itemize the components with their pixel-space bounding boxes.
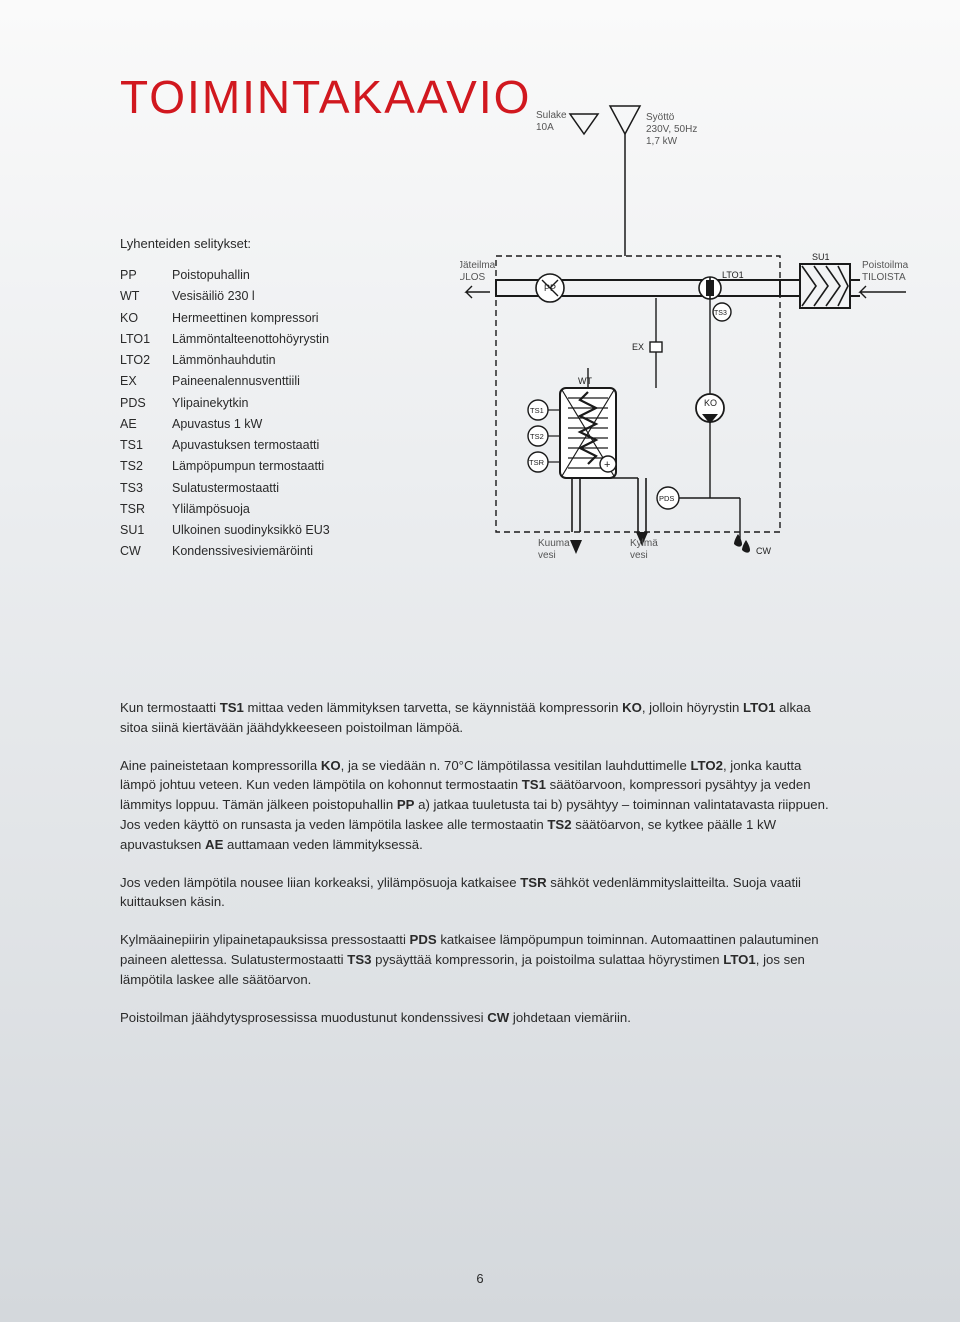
legend-code: CW [120, 541, 172, 562]
svg-text:TILOISTA: TILOISTA [862, 272, 906, 283]
paragraph-5: Poistoilman jäähdytysprosessissa muodust… [120, 1008, 840, 1028]
svg-text:Sulake: Sulake [536, 110, 567, 121]
legend-code: SU1 [120, 520, 172, 541]
legend-row: PDSYlipainekytkin [120, 393, 460, 414]
svg-text:TS1: TS1 [530, 406, 544, 415]
legend-desc: Kondenssivesiviemäröinti [172, 541, 313, 562]
legend-row: PPPoistopuhallin [120, 265, 460, 286]
legend-row: LTO2Lämmönhauhdutin [120, 350, 460, 371]
svg-text:Kylmä: Kylmä [630, 538, 658, 549]
legend-desc: Lämmöntalteenottohöyrystin [172, 329, 329, 350]
paragraph-4: Kylmäainepiirin ylipainetapauksissa pres… [120, 930, 840, 989]
svg-text:EX: EX [632, 342, 644, 352]
diagram: Sulake 10A Syöttö 230V, 50Hz 1,7 kW Jäte… [490, 148, 840, 588]
svg-text:230V, 50Hz: 230V, 50Hz [646, 124, 697, 135]
paragraph-2: Aine paineistetaan kompressorilla KO, ja… [120, 756, 840, 855]
legend-desc: Poistopuhallin [172, 265, 250, 286]
legend-code: AE [120, 414, 172, 435]
legend-code: TSR [120, 499, 172, 520]
paragraph-3: Jos veden lämpötila nousee liian korkeak… [120, 873, 840, 913]
legend-code: TS3 [120, 478, 172, 499]
air-out-arrow [466, 286, 490, 298]
legend-row: LTO1Lämmöntalteenottohöyrystin [120, 329, 460, 350]
legend-row: KOHermeettinen kompressori [120, 308, 460, 329]
svg-text:Poistoilma: Poistoilma [862, 260, 909, 271]
svg-text:Kuuma: Kuuma [538, 538, 570, 549]
legend-desc: Lämmönhauhdutin [172, 350, 276, 371]
svg-text:KO: KO [704, 398, 717, 408]
svg-text:LTO1: LTO1 [722, 270, 744, 280]
pp-fan: PP [536, 274, 564, 302]
air-in-arrow [860, 286, 906, 298]
legend-desc: Ylilämpösuoja [172, 499, 250, 520]
legend-row: TS1Apuvastuksen termostaatti [120, 435, 460, 456]
legend-code: LTO2 [120, 350, 172, 371]
legend-row: TS2Lämpöpumpun termostaatti [120, 456, 460, 477]
cw-drain: CW [710, 498, 771, 556]
svg-text:Jäteilma: Jäteilma [460, 260, 496, 271]
legend-section: Lyhenteiden selitykset: PPPoistopuhallin… [120, 148, 460, 563]
legend-code: TS2 [120, 456, 172, 477]
svg-text:vesi: vesi [538, 550, 556, 561]
fuse-symbol: Sulake 10A Syöttö 230V, 50Hz 1,7 kW [536, 96, 697, 256]
body-text: Kun termostaatti TS1 mittaa veden lämmit… [120, 698, 840, 1027]
ts-stack: TS1 TS2 TSR [528, 400, 560, 472]
legend-desc: Apuvastuksen termostaatti [172, 435, 319, 456]
svg-text:+: + [604, 459, 610, 471]
upper-block: Lyhenteiden selitykset: PPPoistopuhallin… [120, 148, 840, 588]
legend-desc: Ulkoinen suodinyksikkö EU3 [172, 520, 330, 541]
svg-text:SU1: SU1 [812, 252, 830, 262]
legend-row: WTVesisäiliö 230 l [120, 286, 460, 307]
legend-heading: Lyhenteiden selitykset: [120, 236, 460, 251]
legend-row: AEApuvastus 1 kW [120, 414, 460, 435]
page: TOIMINTAKAAVIO Lyhenteiden selitykset: P… [0, 0, 960, 1322]
legend-code: PDS [120, 393, 172, 414]
legend-code: TS1 [120, 435, 172, 456]
legend-desc: Vesisäiliö 230 l [172, 286, 255, 307]
legend-code: LTO1 [120, 329, 172, 350]
hot-water-outlet: Kuuma vesi [538, 478, 582, 561]
legend-row: SU1Ulkoinen suodinyksikkö EU3 [120, 520, 460, 541]
legend-table: PPPoistopuhallinWTVesisäiliö 230 lKOHerm… [120, 265, 460, 563]
cold-water-inlet: Kylmä vesi [610, 478, 658, 561]
svg-text:1,7 kW: 1,7 kW [646, 136, 678, 147]
legend-code: KO [120, 308, 172, 329]
legend-row: TS3Sulatustermostaatti [120, 478, 460, 499]
legend-row: CWKondenssivesiviemäröinti [120, 541, 460, 562]
legend-code: PP [120, 265, 172, 286]
legend-desc: Apuvastus 1 kW [172, 414, 262, 435]
svg-text:ULOS: ULOS [460, 272, 486, 283]
wt-tank: WT + [560, 376, 616, 478]
paragraph-1: Kun termostaatti TS1 mittaa veden lämmit… [120, 698, 840, 738]
legend-code: WT [120, 286, 172, 307]
legend-desc: Sulatustermostaatti [172, 478, 279, 499]
page-number: 6 [0, 1271, 960, 1286]
legend-code: EX [120, 371, 172, 392]
svg-text:vesi: vesi [630, 550, 648, 561]
svg-text:WT: WT [578, 376, 592, 386]
legend-desc: Hermeettinen kompressori [172, 308, 319, 329]
pds-pressure-switch: PDS [657, 487, 710, 509]
legend-row: EXPaineenalennusventtiili [120, 371, 460, 392]
ts3-thermostat: TS3 [713, 303, 731, 321]
svg-text:Syöttö: Syöttö [646, 112, 675, 123]
svg-text:PDS: PDS [659, 494, 674, 503]
legend-desc: Ylipainekytkin [172, 393, 248, 414]
svg-text:PP: PP [544, 283, 556, 293]
ko-compressor: KO [696, 298, 724, 498]
svg-text:TS3: TS3 [714, 310, 727, 317]
ex-valve: EX [632, 298, 662, 388]
svg-text:CW: CW [756, 546, 771, 556]
legend-desc: Paineenalennusventtiili [172, 371, 300, 392]
legend-row: TSRYlilämpösuoja [120, 499, 460, 520]
su1-filter: SU1 [800, 252, 850, 308]
lto1-evaporator: LTO1 [699, 270, 744, 299]
svg-text:10A: 10A [536, 122, 554, 133]
svg-text:TS2: TS2 [530, 432, 544, 441]
svg-text:TSR: TSR [529, 458, 545, 467]
legend-desc: Lämpöpumpun termostaatti [172, 456, 324, 477]
